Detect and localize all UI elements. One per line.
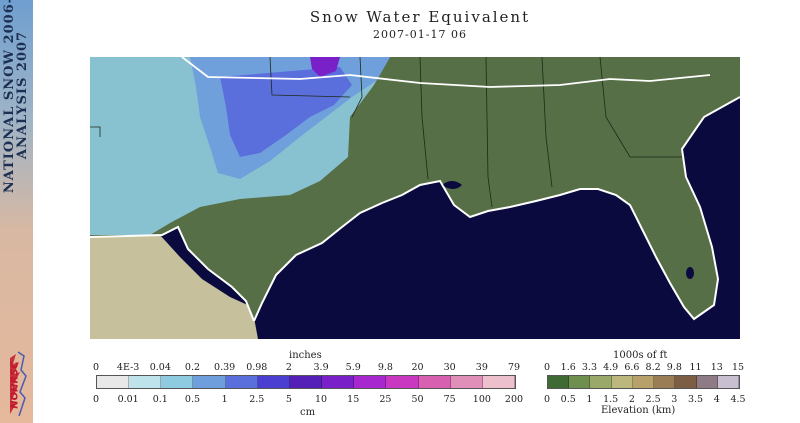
snow-legend-tick-label: 25 <box>379 394 392 405</box>
snow-legend-tick-label: 100 <box>472 394 491 405</box>
elevation-legend-tick-label: 9.8 <box>666 362 682 373</box>
elevation-legend-swatch <box>675 376 697 388</box>
snow-legend-tick-label: 200 <box>504 394 524 405</box>
elevation-legend-swatch <box>590 376 612 388</box>
elevation-legend-tick-label: 3.5 <box>687 394 704 405</box>
coastline <box>253 96 740 322</box>
snow-legend-tick-label: 5.9 <box>345 362 361 373</box>
snow-legend-swatch <box>482 376 516 388</box>
snow-legend-tick-label: 50 <box>411 394 424 405</box>
snow-cover-heavy <box>220 67 352 157</box>
snow-legend-tick-label: 75 <box>443 394 456 405</box>
snow-legend-tick-label: 30 <box>443 362 456 373</box>
snow-legend-tick-label: 0.39 <box>214 362 236 373</box>
lake-pontchartrain <box>442 181 462 189</box>
snow-legend-tick-label: 3.9 <box>313 362 329 373</box>
snow-legend-tick-label: 9.8 <box>377 362 393 373</box>
elevation-legend-tick-label: 3.3 <box>581 362 597 373</box>
elevation-legend-tick-label: 4.9 <box>603 362 619 373</box>
snow-water-equivalent-map <box>90 57 740 339</box>
snow-legend-bar <box>96 375 516 389</box>
snow-legend-tick-label: 0.2 <box>184 362 201 373</box>
snow-legend-tick-label: 2 <box>285 362 292 373</box>
snow-legend-swatch <box>322 376 355 388</box>
map-datetime: 2007-01-17 06 <box>373 28 467 41</box>
elevation-legend-tick-label: 13 <box>710 362 723 373</box>
snow-legend-swatch <box>257 376 290 388</box>
elevation-legend-tick-label: 1.6 <box>560 362 576 373</box>
elevation-legend-bar <box>547 375 740 389</box>
elevation-legend-tick-label: 3 <box>671 394 678 405</box>
elevation-legend-tick-label: 1.5 <box>603 394 619 405</box>
lake-okeechobee <box>686 267 694 279</box>
snow-legend-tick-label: 0.5 <box>184 394 201 405</box>
elevation-legend-swatch <box>696 376 718 388</box>
snow-legend-swatch <box>450 376 483 388</box>
snow-legend-swatch <box>225 376 258 388</box>
snow-legend-tick-label: 0 <box>92 394 100 405</box>
snow-legend-swatch <box>129 376 162 388</box>
state-boundaries <box>90 57 686 208</box>
snow-legend-tick-label: 10 <box>315 394 328 405</box>
snow-legend-tick-label: 0.98 <box>246 362 268 373</box>
elevation-legend-bottom-unit: Elevation (km) <box>601 405 676 416</box>
snow-legend-swatch <box>161 376 194 388</box>
snow-legend-swatch <box>418 376 451 388</box>
snow-legend-tick-label: 0.04 <box>149 362 171 373</box>
elevation-legend-swatch <box>569 376 591 388</box>
international-boundary <box>90 225 255 322</box>
elevation-legend-tick-label: 0 <box>543 394 551 405</box>
snow-legend-tick-label: 5 <box>285 394 292 405</box>
snow-legend-tick-label: 1 <box>221 394 228 405</box>
elevation-legend-tick-label: 4 <box>713 394 720 405</box>
elevation-legend-tick-label: 8.2 <box>645 362 661 373</box>
sidebar-banner: NATIONAL SNOW 2006- ANALYSIS 2007 NOHRSC <box>0 0 33 423</box>
snow-legend-bottom-unit: cm <box>300 407 316 418</box>
elevation-legend-swatch <box>654 376 676 388</box>
elevation-legend-swatch <box>717 376 739 388</box>
elevation-legend-tick-label: 1 <box>586 394 593 405</box>
elevation-legend-swatch <box>548 376 570 388</box>
snow-legend-swatch <box>354 376 387 388</box>
snow-legend-tick-label: 0 <box>92 362 100 373</box>
elevation-legend-tick-label: 2 <box>628 394 635 405</box>
snow-legend-tick-label: 79 <box>507 362 521 373</box>
elevation-legend-top-unit: 1000s of ft <box>613 350 668 361</box>
snow-legend-tick-label: 39 <box>475 362 488 373</box>
snow-legend-tick-label: 2.5 <box>249 394 265 405</box>
snow-legend-tick-label: 0.1 <box>152 394 168 405</box>
elevation-legend-tick-label: 2.5 <box>645 394 661 405</box>
snow-cover-peak <box>310 57 340 77</box>
snow-legend-tick-label: 20 <box>411 362 424 373</box>
logo-text: NOHRSC <box>9 361 21 409</box>
mexico-land <box>90 235 258 339</box>
snow-legend-tick-label: 15 <box>347 394 360 405</box>
snow-legend-swatch <box>193 376 226 388</box>
map-title: Snow Water Equivalent <box>309 8 531 26</box>
elevation-legend-tick-label: 6.6 <box>624 362 640 373</box>
elevation-legend-tick-label: 0 <box>543 362 551 373</box>
elevation-legend-swatch <box>632 376 655 388</box>
snow-legend-swatch <box>289 376 323 388</box>
elevation-legend-tick-label: 15 <box>731 362 745 373</box>
nohrsc-logo-icon <box>10 351 27 417</box>
snow-legend-swatch <box>386 376 419 388</box>
state-boundary-north <box>181 57 711 88</box>
snow-legend-swatch <box>97 376 130 388</box>
elevation-legend-tick-label: 11 <box>689 362 702 373</box>
elevation-legend-swatch <box>611 376 633 388</box>
snow-legend-tick-label: 0.01 <box>117 394 139 405</box>
elevation-legend-tick-label: 4.5 <box>730 394 746 405</box>
snow-legend-top-unit: inches <box>289 350 322 361</box>
elevation-legend-tick-label: 0.5 <box>560 394 576 405</box>
snow-legend-tick-label: 4E-3 <box>116 362 140 373</box>
